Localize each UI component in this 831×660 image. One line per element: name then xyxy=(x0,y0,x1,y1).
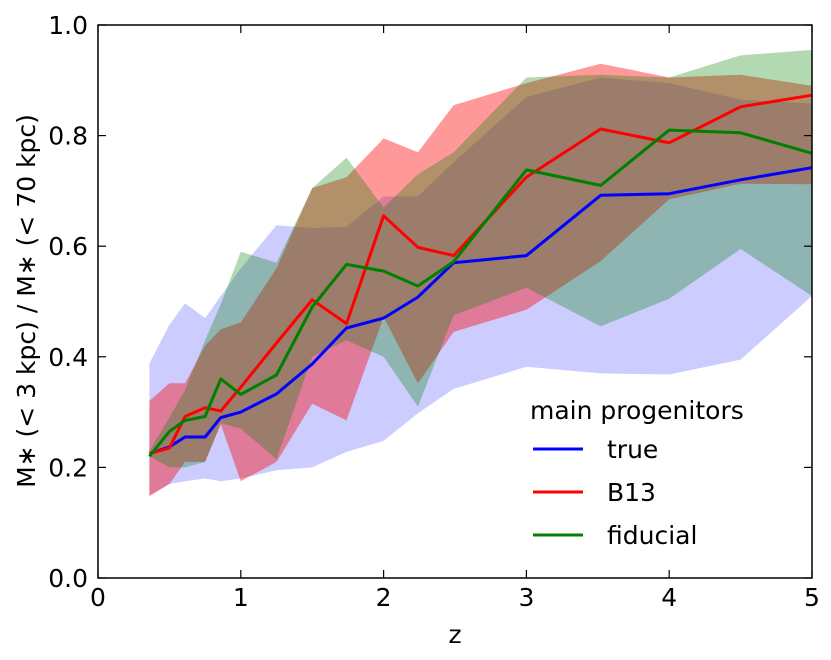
x-tick-label: 0 xyxy=(90,583,106,612)
x-tick-label: 5 xyxy=(804,583,820,612)
line-true xyxy=(148,166,813,456)
series-lines xyxy=(148,93,813,458)
y-tick-label: 0.2 xyxy=(48,453,88,482)
plot-frame xyxy=(97,24,813,579)
legend: main progenitors true B13 fiducial xyxy=(530,396,744,550)
line-B13 xyxy=(148,93,813,456)
legend-label-true: true xyxy=(607,435,658,464)
x-tick-label: 4 xyxy=(661,583,677,612)
band-B13 xyxy=(149,63,812,497)
x-axis-label: z xyxy=(448,620,461,649)
legend-label-B13: B13 xyxy=(607,478,656,507)
legend-title: main progenitors xyxy=(530,396,744,425)
y-tick-label: 0.6 xyxy=(48,232,88,261)
x-tick-label: 2 xyxy=(376,583,392,612)
y-tick-label: 1.0 xyxy=(48,11,88,40)
y-tick-label: 0.4 xyxy=(48,343,88,372)
band-true xyxy=(149,77,812,496)
y-axis-label: M∗ (< 3 kpc) / M∗ (< 70 kpc) xyxy=(12,114,41,488)
plot-background xyxy=(98,25,812,578)
line-fiducial xyxy=(148,128,813,458)
legend-label-fiducial: fiducial xyxy=(607,521,697,550)
x-tick-label: 1 xyxy=(233,583,249,612)
y-tick-label: 0.0 xyxy=(48,564,88,593)
x-tick-label: 3 xyxy=(518,583,534,612)
axis-tick-labels: 0 1 2 3 4 5 0.0 0.2 0.4 0.6 0.8 1.0 xyxy=(48,11,820,612)
axis-ticks xyxy=(97,24,813,579)
y-tick-label: 0.8 xyxy=(48,122,88,151)
